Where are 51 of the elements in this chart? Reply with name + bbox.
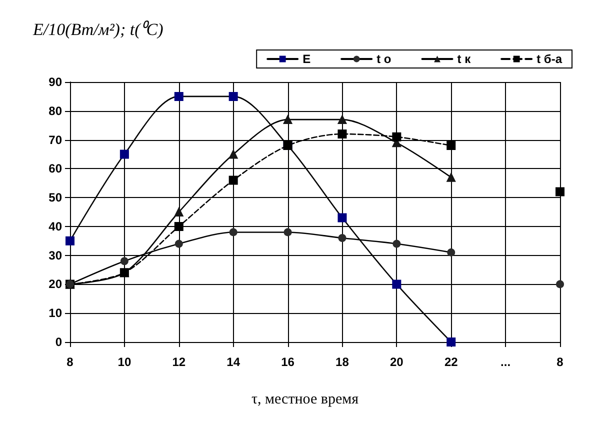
point: [556, 280, 564, 288]
point: [556, 187, 564, 196]
point: [392, 280, 402, 289]
point: [283, 115, 292, 124]
x-tick-label: 16: [281, 355, 295, 369]
x-axis-title: τ, местное время: [251, 392, 359, 408]
point: [174, 240, 183, 248]
point: [174, 222, 184, 231]
point: [174, 208, 184, 216]
x-tick-label: 20: [390, 355, 404, 369]
point: [228, 176, 238, 185]
point: [284, 228, 292, 236]
x-tick-label: 8: [66, 355, 74, 369]
x-tick-label: 18: [336, 355, 350, 369]
point: [446, 172, 456, 182]
y-tick-label: 90: [48, 75, 62, 89]
point: [338, 130, 347, 138]
y-tick-label: 60: [48, 162, 62, 176]
y-tick-label: 10: [48, 306, 62, 320]
point: [120, 257, 128, 266]
x-tick-label: 14: [226, 355, 240, 369]
y-tick-label: 50: [48, 190, 62, 205]
point: [338, 234, 346, 242]
legend-label: t б-а: [536, 52, 562, 66]
legend-label: E: [302, 52, 311, 66]
point: [446, 141, 456, 150]
legend-label: t к: [457, 52, 472, 66]
x-tick-label: 12: [172, 355, 186, 369]
point: [174, 92, 184, 101]
y-tick-label: 0: [55, 335, 62, 349]
y-tick-label: 40: [48, 219, 62, 234]
point: [228, 92, 238, 101]
point: [229, 228, 238, 236]
point: [392, 132, 402, 142]
point: [338, 213, 347, 222]
point: [228, 150, 238, 159]
point: [66, 236, 74, 246]
y-tick-label: 80: [48, 104, 62, 118]
y-tick-label: 70: [48, 132, 62, 147]
legend-label: t o: [376, 52, 392, 66]
x-tick-label: 8: [556, 355, 564, 369]
y-tick-label: 30: [48, 248, 62, 262]
point: [392, 240, 401, 248]
x-tick-label: 10: [118, 355, 132, 369]
y-tick-label: 20: [48, 277, 62, 292]
point: [447, 248, 456, 256]
x-tick-label: 22: [444, 355, 458, 369]
x-tick-label: ...: [500, 355, 511, 369]
point: [120, 150, 129, 159]
point: [338, 115, 347, 124]
y-axis-title: E/10(Вт/м²); t(⁰C): [32, 20, 164, 39]
